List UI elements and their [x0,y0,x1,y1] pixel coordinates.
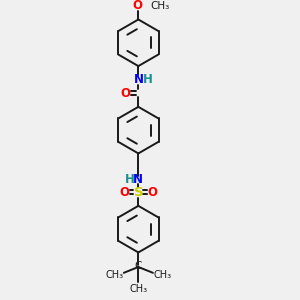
Text: CH₃: CH₃ [129,284,147,294]
Text: O: O [132,0,142,12]
Text: O: O [120,186,130,199]
Text: CH₃: CH₃ [105,270,123,280]
Text: H: H [125,173,135,186]
Text: CH₃: CH₃ [150,1,169,11]
Text: :: : [129,187,132,197]
Text: :: : [144,187,148,197]
Text: O: O [121,87,131,100]
Text: C: C [135,261,142,271]
Text: H: H [143,73,153,86]
Text: N: N [134,73,144,86]
Text: O: O [147,186,157,199]
Text: S: S [134,186,143,199]
Text: CH₃: CH₃ [154,270,172,280]
Text: N: N [134,173,143,186]
